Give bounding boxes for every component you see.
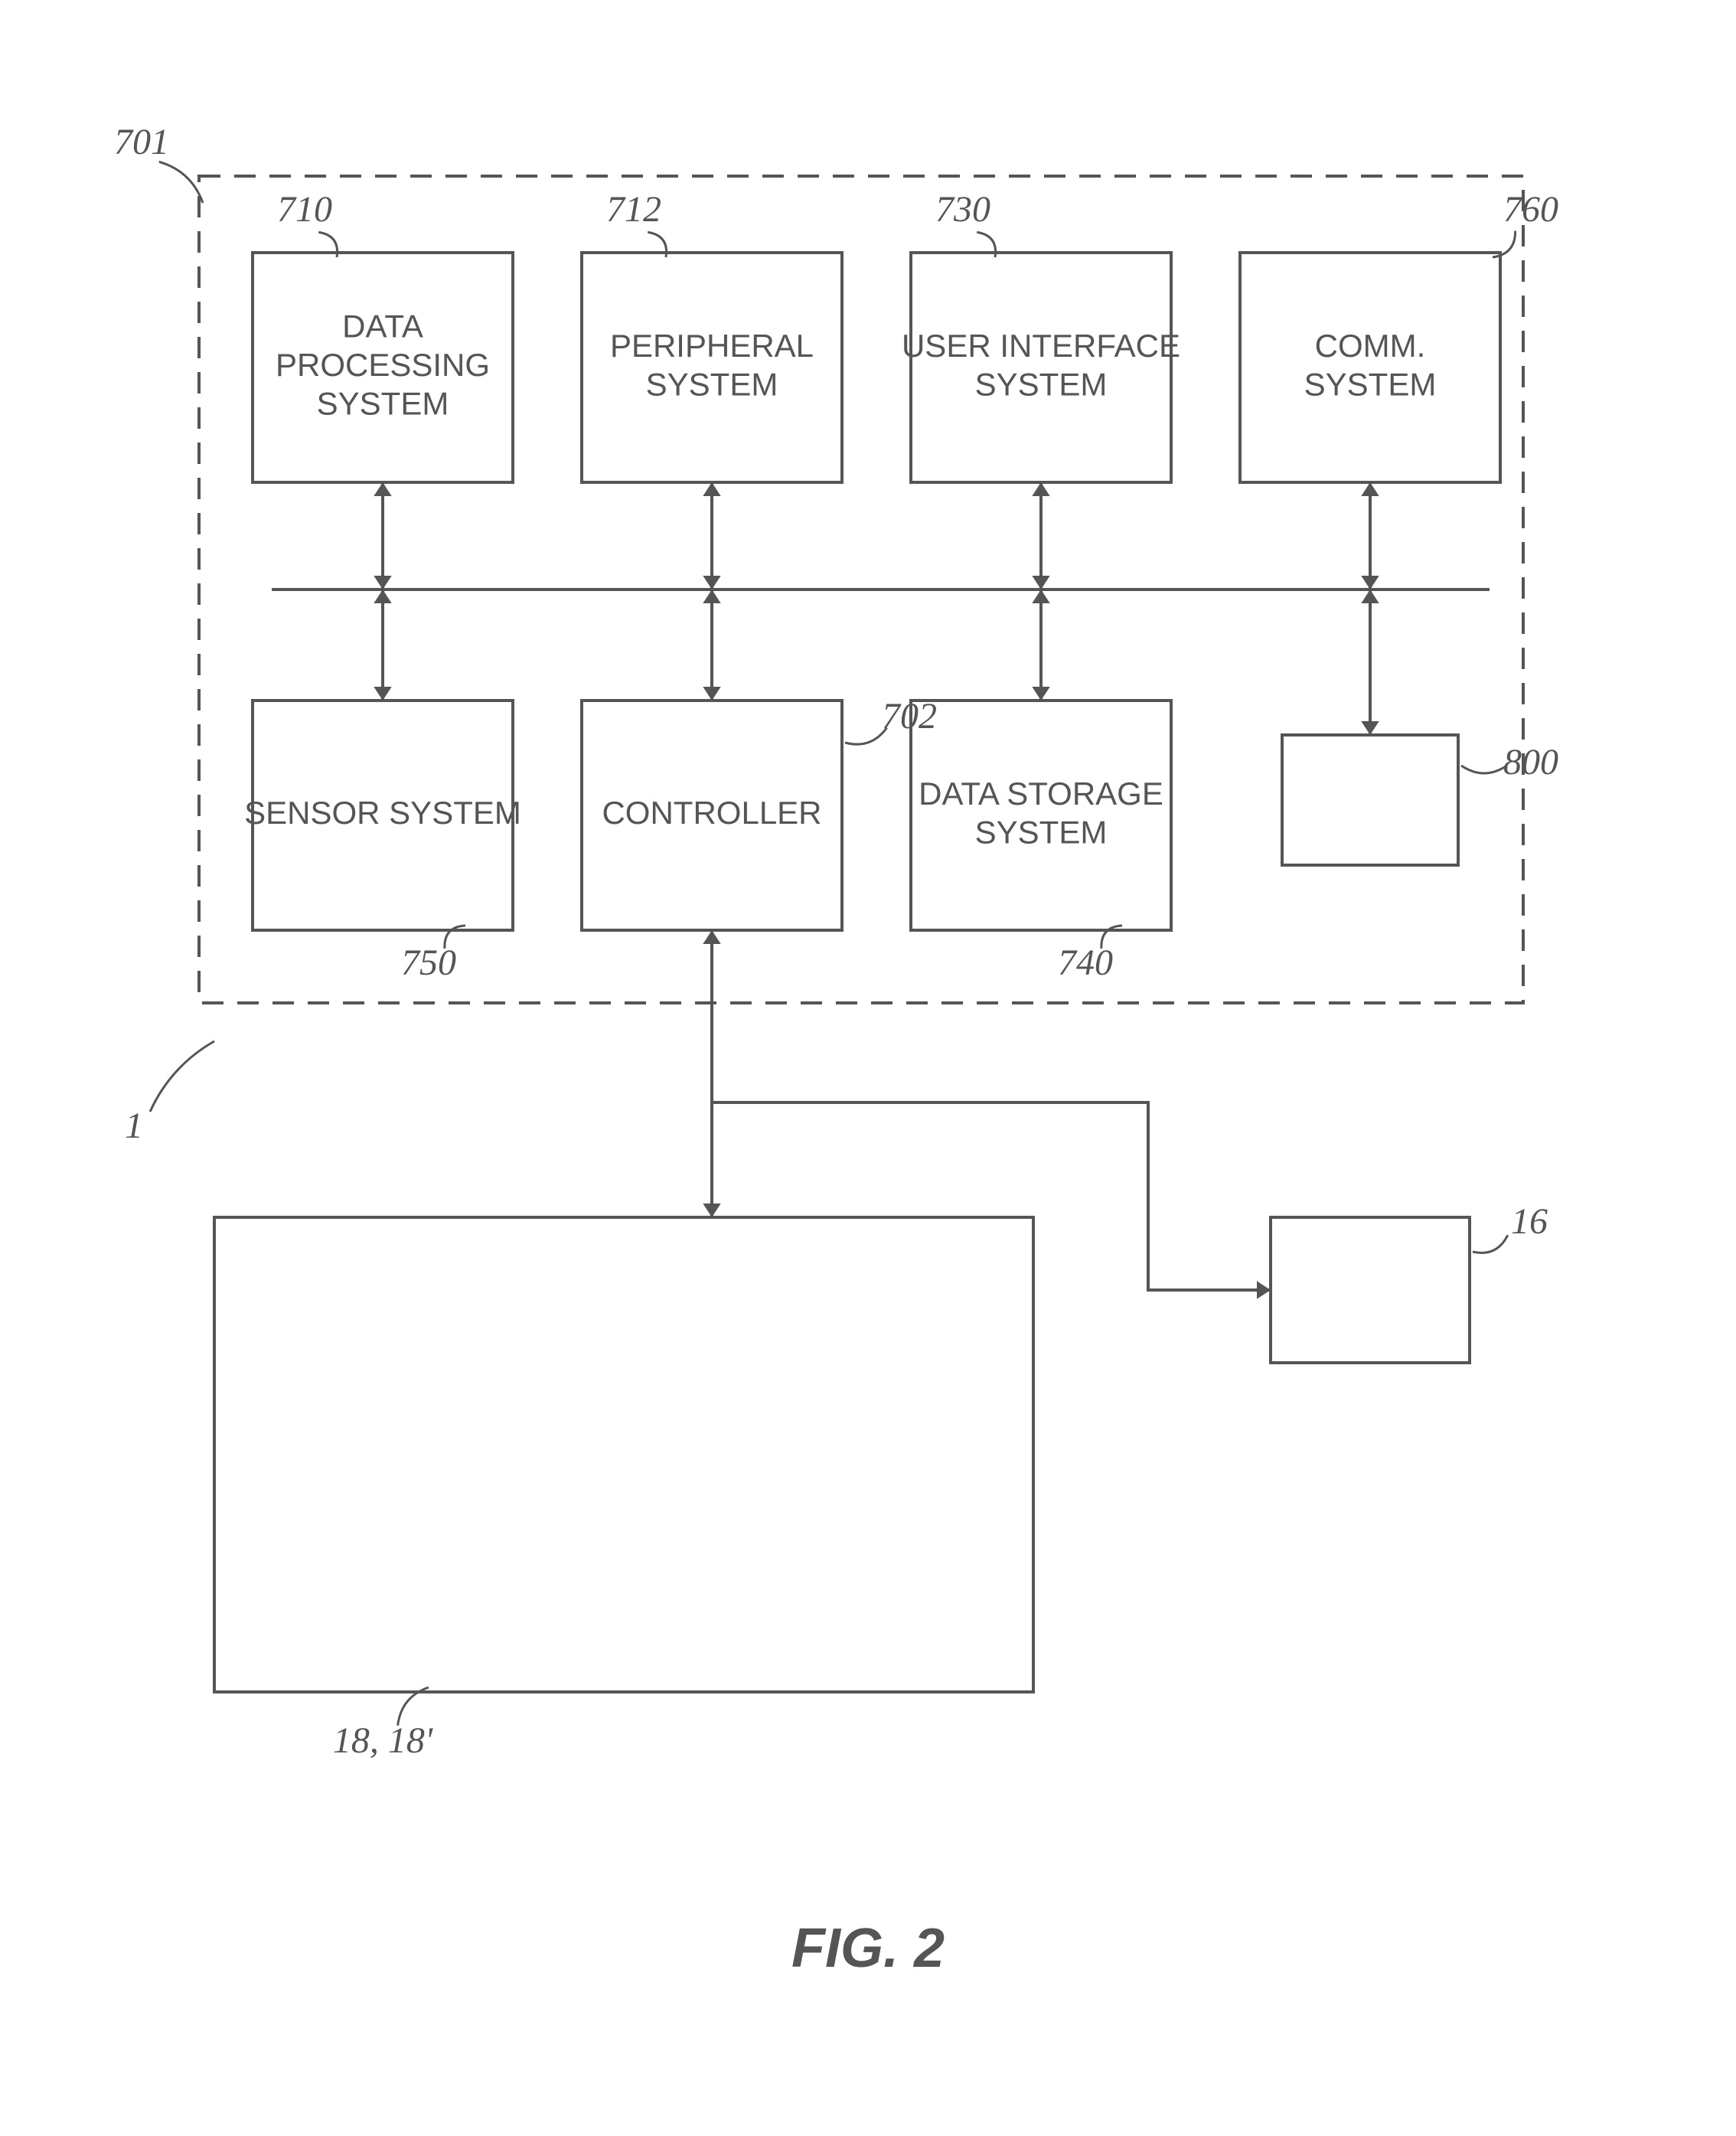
ref-leader <box>159 162 203 203</box>
block-label: SYSTEM <box>1304 366 1437 402</box>
block-label: DATA <box>342 309 423 345</box>
ref-leader <box>1473 1235 1508 1253</box>
block-peripheral: PERIPHERALSYSTEM <box>582 253 842 482</box>
block-data_processing: DATAPROCESSINGSYSTEM <box>253 253 513 482</box>
ref-label-760: 760 <box>1503 189 1558 230</box>
ref-label-740: 740 <box>1058 942 1113 983</box>
block-label: PROCESSING <box>276 347 490 383</box>
ref-label-730: 730 <box>935 189 990 230</box>
block-user_interface: USER INTERFACESYSTEM <box>902 253 1180 482</box>
ref-label-702: 702 <box>882 696 937 736</box>
ref-leader <box>150 1041 214 1112</box>
figure-caption: FIG. 2 <box>791 1918 945 1979</box>
ref-leader <box>1461 766 1507 773</box>
ref-label-710: 710 <box>277 189 332 230</box>
ref-label-16: 16 <box>1511 1201 1548 1242</box>
block-label: SYSTEM <box>646 366 778 402</box>
block-label: CONTROLLER <box>602 795 821 831</box>
block-label: USER INTERFACE <box>902 328 1180 364</box>
block-label: DATA STORAGE <box>919 776 1163 812</box>
block-label: PERIPHERAL <box>610 328 814 364</box>
block-sensor: SENSOR SYSTEM <box>244 701 521 930</box>
block-comm: COMM.SYSTEM <box>1240 253 1500 482</box>
ref-label-750: 750 <box>401 942 456 983</box>
block-block_800 <box>1282 735 1458 865</box>
ref-label-712: 712 <box>606 189 661 230</box>
ref-label-1: 1 <box>125 1106 143 1146</box>
block-data_storage: DATA STORAGESYSTEM <box>911 701 1171 930</box>
block-label: COMM. <box>1315 328 1426 364</box>
block-label: SENSOR SYSTEM <box>244 795 521 831</box>
block-label: SYSTEM <box>975 366 1108 402</box>
block-block_18 <box>214 1217 1033 1692</box>
block-controller: CONTROLLER <box>582 701 842 930</box>
ref-leader <box>845 727 887 744</box>
block-label: SYSTEM <box>975 814 1108 850</box>
ref-label-800: 800 <box>1503 742 1558 782</box>
ref-label-701: 701 <box>114 122 169 162</box>
block-block_16 <box>1271 1217 1470 1363</box>
ref-label-18: 18, 18' <box>333 1720 433 1761</box>
block-label: SYSTEM <box>317 385 449 421</box>
